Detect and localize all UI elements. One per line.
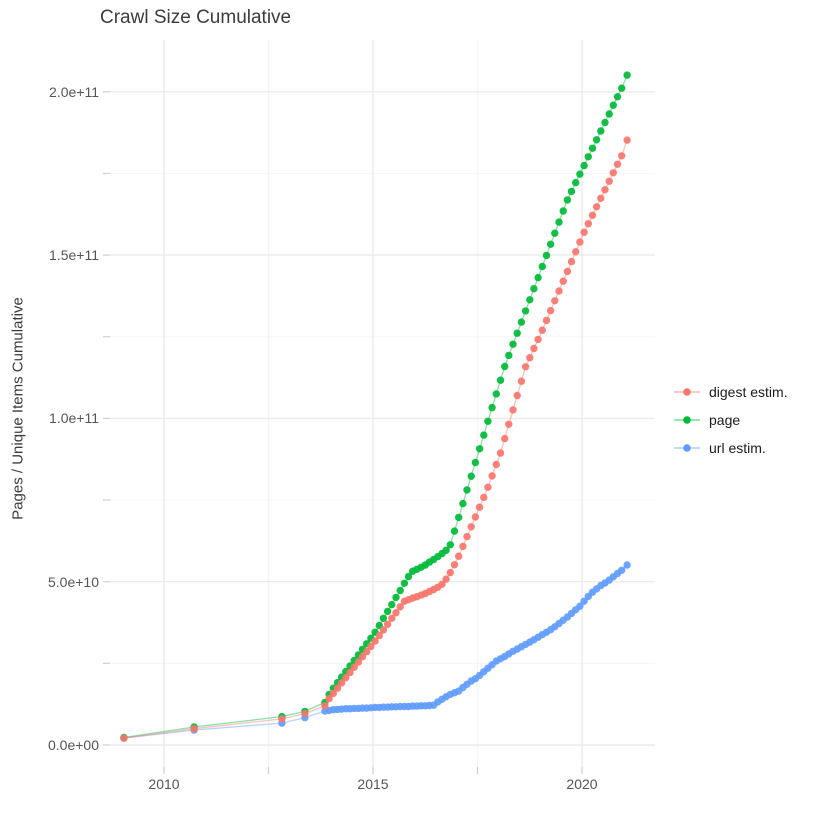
legend-label: page [709, 412, 741, 428]
y-tick-label: 0.0e+00 [48, 737, 99, 753]
y-tick-label: 1.0e+11 [49, 410, 99, 427]
y-tick-label: 5.0e+10 [48, 573, 99, 590]
legend-item: page [672, 406, 788, 434]
legend-item: url estim. [672, 434, 788, 462]
y-tick-label: 1.5e+11 [49, 247, 99, 264]
legend-key-icon [674, 444, 700, 452]
x-tick-label: 2020 [566, 776, 598, 792]
chart-title: Crawl Size Cumulative [100, 7, 292, 28]
legend-label: url estim. [709, 440, 766, 456]
legend: digest estim. page url estim. [672, 378, 788, 462]
legend-key-icon [674, 416, 700, 424]
x-tick-label: 2015 [357, 776, 389, 792]
y-axis-title: Pages / Unique Items Cumulative [9, 297, 27, 520]
y-tick-label: 2.0e+11 [49, 83, 99, 100]
legend-label: digest estim. [709, 384, 788, 400]
series-url-estim- [120, 561, 631, 742]
x-tick-label: 2010 [148, 776, 180, 792]
series-page [120, 71, 631, 742]
legend-item: digest estim. [672, 378, 788, 406]
series-digest-estim- [120, 136, 631, 742]
legend-key-icon [674, 388, 700, 396]
